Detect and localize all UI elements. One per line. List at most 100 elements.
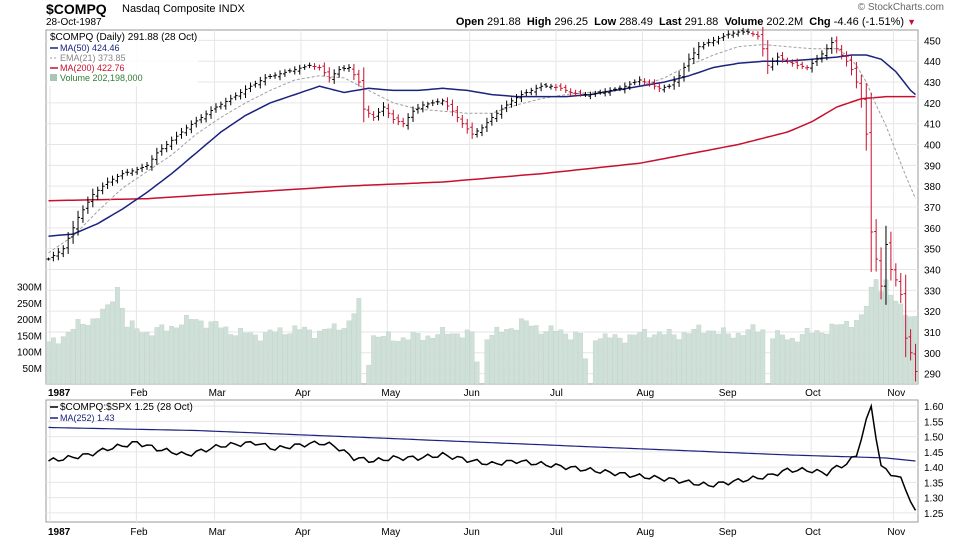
volume-bar (533, 325, 539, 385)
month-tick-label: Oct (805, 527, 821, 538)
ohlc-bar (342, 65, 347, 72)
ratio-tick-label: 1.40 (924, 463, 944, 474)
month-tick-label: 1987 (48, 527, 71, 538)
ohlc-bar (56, 247, 61, 261)
volume-bar (75, 319, 81, 385)
volume-bar (51, 337, 56, 385)
volume-bar (661, 334, 667, 385)
volume-bar (277, 327, 283, 385)
ohlc-bar (805, 65, 810, 71)
volume-bar (652, 334, 657, 385)
legend-box (48, 32, 198, 86)
ohlc-bar (381, 102, 386, 117)
low-value: 288.49 (619, 16, 653, 28)
volume-bar (469, 331, 475, 385)
ohlc-bar (253, 80, 258, 88)
volume-bar (376, 336, 381, 385)
volume-bar (366, 364, 372, 385)
volume-bar (198, 320, 204, 385)
volume-bar (440, 327, 445, 385)
volume-bar (435, 334, 441, 385)
price-tick-label: 420 (924, 99, 941, 110)
ohlc-bar (420, 101, 425, 113)
ohlc-bar (726, 30, 731, 39)
volume-bar (686, 333, 692, 385)
volume-bar (410, 331, 416, 385)
ohlc-bar (460, 114, 465, 128)
ohlc-bar (425, 101, 430, 109)
volume-bar (248, 332, 253, 385)
volume-bar (627, 334, 633, 385)
volume-bar (203, 327, 209, 385)
ma50-polyline (48, 54, 916, 237)
ohlc-bar (657, 83, 662, 93)
volume-bar (459, 337, 465, 385)
ohlc-bar (391, 109, 396, 124)
ohlc-bar (815, 54, 820, 66)
volume-bar (750, 324, 756, 385)
month-tick-label: 1987 (48, 388, 71, 399)
price-tick-label: 360 (924, 224, 941, 235)
ohlc-bar (204, 110, 209, 123)
ohlc-bar (356, 69, 361, 87)
legend-volume-swatch (50, 74, 57, 81)
volume-bar (154, 327, 160, 385)
ohlc-bar (351, 63, 356, 81)
ohlc-bar (888, 231, 893, 281)
volume-bar (184, 315, 189, 385)
ohlc-bar (755, 31, 760, 40)
volume-bar (105, 304, 110, 385)
volume-bar (282, 334, 288, 385)
volume-bar (760, 329, 766, 385)
month-tick-label: Mar (209, 527, 227, 538)
volume-bar (381, 336, 386, 385)
ohlc-bar (603, 88, 608, 97)
volume-tick-label: 250M (17, 299, 42, 310)
ohlc-bar (608, 87, 613, 96)
volume-bar (844, 321, 849, 385)
volume-bar (829, 323, 835, 385)
volume-axis-labels: 50M 100M 150M 200M 250M 300M (17, 283, 42, 375)
ohlc-bar (883, 225, 888, 305)
ohlc-bar (480, 124, 484, 137)
month-tick-label: Jun (464, 388, 480, 399)
low-label: Low (594, 16, 617, 28)
ohlc-bar (706, 38, 711, 47)
legend-ma50: MA(50) 424.46 (60, 43, 120, 53)
volume-bar (420, 339, 426, 385)
volume-bar (80, 323, 86, 385)
ohlc-bar (677, 71, 682, 87)
ratio-line (48, 403, 917, 511)
volume-bar (617, 337, 623, 385)
ratio-polyline (48, 403, 917, 511)
ohlc-bar (721, 32, 726, 41)
volume-bar (888, 294, 894, 385)
volume-bar (716, 333, 721, 385)
ohlc-bar (844, 51, 849, 67)
ohlc-bar (573, 89, 578, 97)
ohlc-bar (627, 81, 632, 91)
volume-bar (243, 332, 248, 385)
volume-bar (504, 329, 509, 385)
ema21-line (48, 44, 916, 254)
legend-price: $COMPQ (Daily) 291.88 (28 Oct) (50, 32, 197, 43)
stockcharts-credit[interactable]: © StockCharts.com (857, 2, 944, 13)
last-value: 291.88 (684, 16, 719, 28)
volume-bar (95, 318, 101, 385)
ohlc-bar (711, 36, 716, 47)
volume-bar (223, 326, 229, 385)
volume-bar (775, 330, 780, 385)
volume-bar (499, 332, 505, 385)
volume-bar (129, 320, 135, 385)
ohlc-bar (652, 79, 657, 90)
volume-bar (893, 300, 899, 385)
ohlc-bar (770, 57, 775, 71)
ratio-ma-line (48, 426, 916, 462)
ohlc-bar (686, 53, 691, 72)
ohlc-bar (105, 177, 110, 190)
volume-bar (839, 324, 845, 385)
volume-bar (583, 358, 588, 385)
ohlc-bar (238, 89, 243, 100)
ohlc-bar (534, 84, 539, 96)
volume-bar (755, 331, 761, 385)
